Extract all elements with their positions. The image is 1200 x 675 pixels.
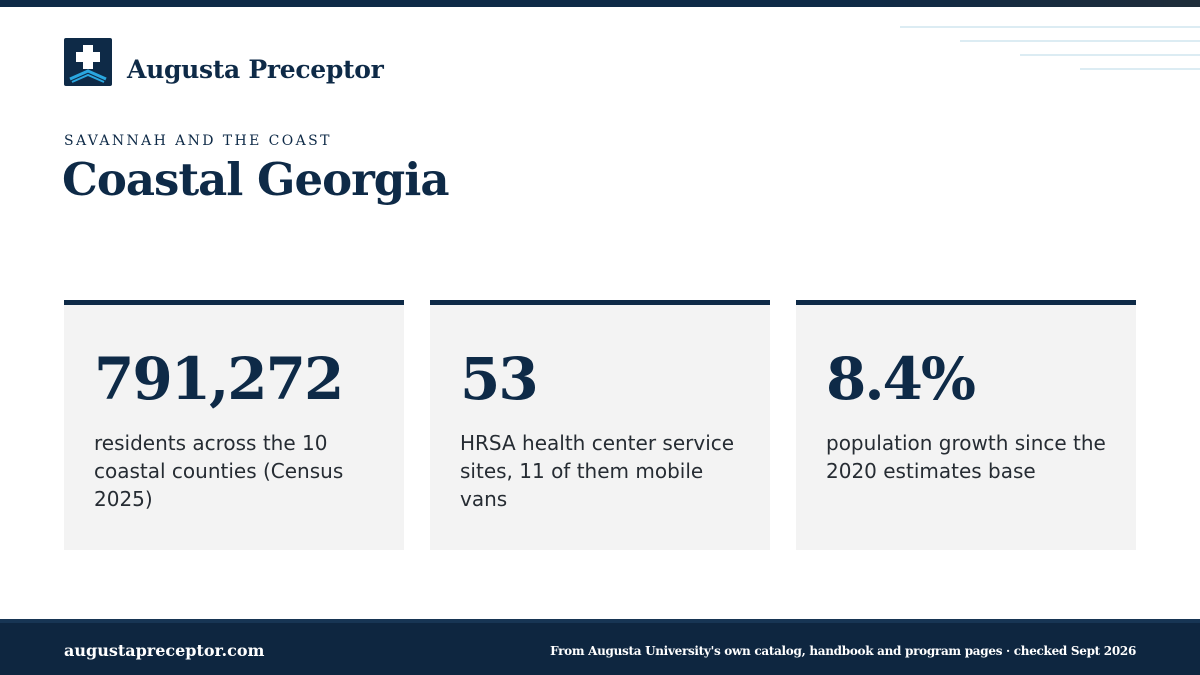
- brand-logo[interactable]: [64, 38, 112, 86]
- stat-card-residents: 791,272 residents across the 10 coastal …: [64, 300, 404, 550]
- footer-source-note: From Augusta University's own catalog, h…: [550, 644, 1136, 658]
- stat-description: population growth since the 2020 estimat…: [826, 431, 1106, 483]
- page-title: Coastal Georgia: [62, 153, 450, 206]
- stat-value: 8.4%: [826, 345, 976, 413]
- stat-card-population-growth: 8.4% population growth since the 2020 es…: [796, 300, 1136, 550]
- stat-value: 53: [460, 345, 539, 413]
- footer-url-link[interactable]: augustapreceptor.com: [64, 641, 265, 660]
- footer: augustapreceptor.com From Augusta Univer…: [0, 619, 1200, 675]
- top-accent-bar: [0, 0, 1200, 7]
- stat-description: HRSA health center service sites, 11 of …: [460, 431, 735, 511]
- section-eyebrow: SAVANNAH AND THE COAST: [64, 133, 332, 149]
- brand-name[interactable]: Augusta Preceptor: [127, 55, 384, 84]
- stat-value: 791,272: [94, 345, 344, 413]
- stat-card-health-sites: 53 HRSA health center service sites, 11 …: [430, 300, 770, 550]
- stat-description: residents across the 10 coastal counties…: [94, 431, 344, 511]
- medical-cross-icon: [64, 38, 112, 86]
- decorative-lines: [900, 22, 1200, 82]
